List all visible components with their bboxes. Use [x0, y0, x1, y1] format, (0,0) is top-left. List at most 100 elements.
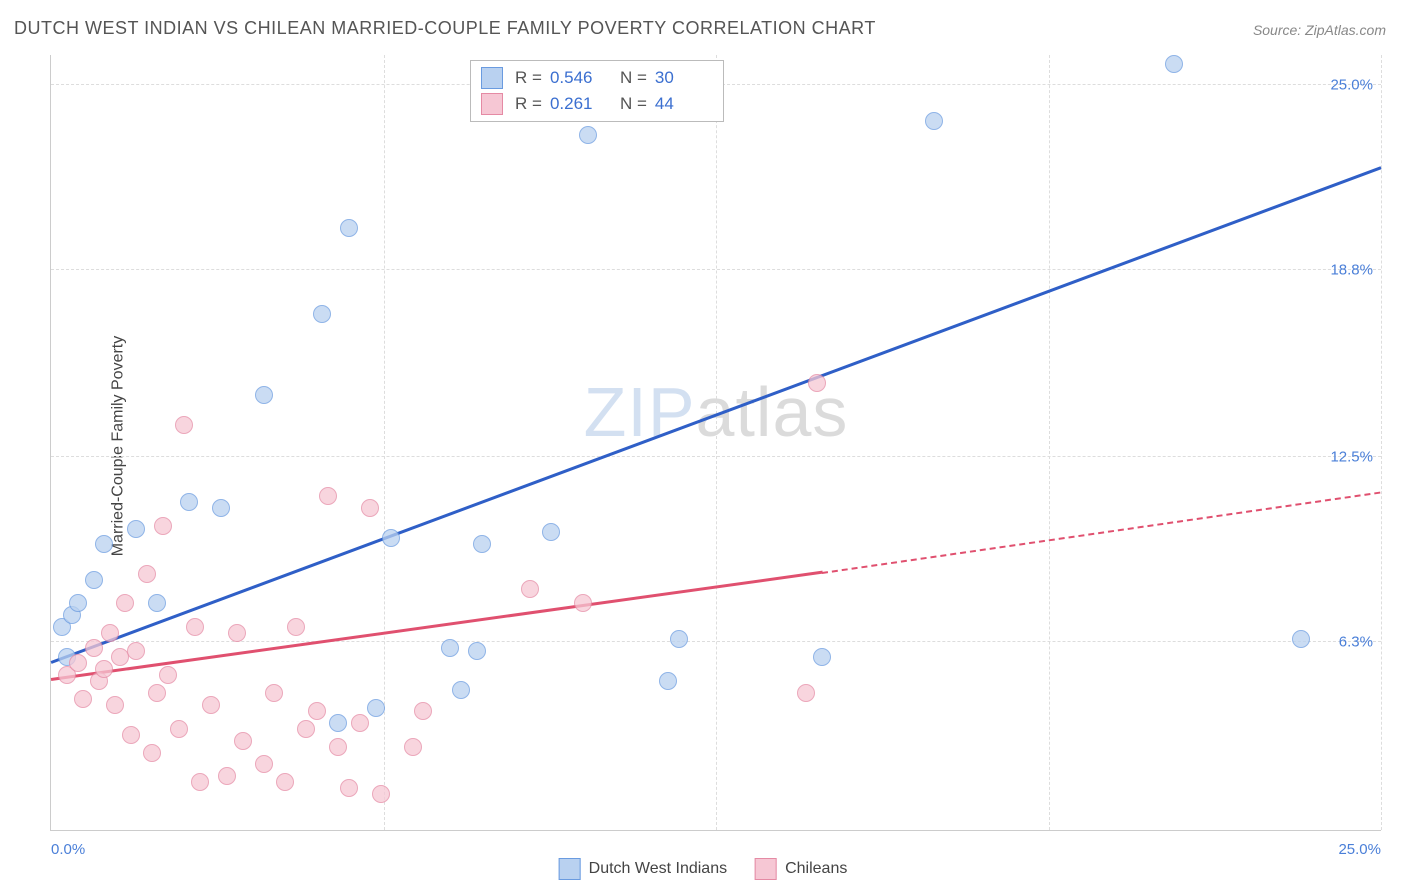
scatter-point — [234, 732, 252, 750]
legend-R-value: 0.546 — [550, 68, 608, 88]
scatter-point — [175, 416, 193, 434]
scatter-point — [106, 696, 124, 714]
scatter-point — [297, 720, 315, 738]
scatter-point — [159, 666, 177, 684]
scatter-point — [414, 702, 432, 720]
scatter-point — [542, 523, 560, 541]
x-tick-label: 0.0% — [51, 841, 85, 858]
scatter-point — [351, 714, 369, 732]
legend-R-value: 0.261 — [550, 94, 608, 114]
legend-series-label: Chileans — [785, 860, 847, 878]
legend-R-label: R = — [515, 68, 542, 88]
scatter-point — [574, 594, 592, 612]
legend-N-value: 44 — [655, 94, 713, 114]
scatter-point — [329, 738, 347, 756]
legend-R-label: R = — [515, 94, 542, 114]
gridline-vertical — [1049, 55, 1050, 830]
scatter-point — [127, 642, 145, 660]
legend-N-value: 30 — [655, 68, 713, 88]
legend-swatch — [481, 67, 503, 89]
scatter-point — [127, 520, 145, 538]
scatter-point — [180, 493, 198, 511]
correlation-legend: R = 0.546 N = 30 R = 0.261 N = 44 — [470, 60, 724, 122]
scatter-point — [308, 702, 326, 720]
scatter-point — [95, 660, 113, 678]
trendline-extrapolated — [822, 491, 1381, 573]
scatter-point — [218, 767, 236, 785]
scatter-point — [228, 624, 246, 642]
scatter-point — [265, 684, 283, 702]
legend-correlation-row: R = 0.546 N = 30 — [481, 65, 713, 91]
y-tick-label: 12.5% — [1330, 449, 1373, 466]
scatter-point — [116, 594, 134, 612]
y-tick-label: 25.0% — [1330, 76, 1373, 93]
y-tick-label: 18.8% — [1330, 261, 1373, 278]
scatter-point — [521, 580, 539, 598]
scatter-point — [441, 639, 459, 657]
scatter-point — [382, 529, 400, 547]
scatter-point — [340, 779, 358, 797]
scatter-point — [212, 499, 230, 517]
gridline-vertical — [384, 55, 385, 830]
scatter-point — [404, 738, 422, 756]
chart-title: DUTCH WEST INDIAN VS CHILEAN MARRIED-COU… — [14, 18, 876, 39]
legend-N-label: N = — [620, 94, 647, 114]
scatter-point — [452, 681, 470, 699]
scatter-point — [329, 714, 347, 732]
scatter-point — [367, 699, 385, 717]
gridline-vertical — [1381, 55, 1382, 830]
scatter-point — [372, 785, 390, 803]
scatter-point — [925, 112, 943, 130]
gridline-vertical — [716, 55, 717, 830]
scatter-point — [85, 639, 103, 657]
scatter-point — [319, 487, 337, 505]
x-tick-label: 25.0% — [1338, 841, 1381, 858]
source-label: Source: ZipAtlas.com — [1253, 22, 1386, 38]
scatter-point — [170, 720, 188, 738]
scatter-point — [69, 654, 87, 672]
scatter-point — [579, 126, 597, 144]
scatter-point — [473, 535, 491, 553]
scatter-point — [148, 594, 166, 612]
scatter-point — [808, 374, 826, 392]
scatter-point — [340, 219, 358, 237]
scatter-point — [138, 565, 156, 583]
scatter-point — [797, 684, 815, 702]
legend-swatch — [559, 858, 581, 880]
legend-correlation-row: R = 0.261 N = 44 — [481, 91, 713, 117]
scatter-point — [670, 630, 688, 648]
scatter-point — [122, 726, 140, 744]
scatter-point — [74, 690, 92, 708]
scatter-point — [191, 773, 209, 791]
legend-swatch — [481, 93, 503, 115]
scatter-point — [85, 571, 103, 589]
scatter-point — [255, 386, 273, 404]
legend-N-label: N = — [620, 68, 647, 88]
scatter-point — [361, 499, 379, 517]
scatter-point — [148, 684, 166, 702]
scatter-point — [143, 744, 161, 762]
scatter-point — [659, 672, 677, 690]
scatter-point — [468, 642, 486, 660]
scatter-point — [101, 624, 119, 642]
scatter-point — [255, 755, 273, 773]
scatter-point — [202, 696, 220, 714]
scatter-point — [69, 594, 87, 612]
y-tick-label: 6.3% — [1339, 634, 1373, 651]
legend-series-label: Dutch West Indians — [589, 860, 727, 878]
legend-series-item: Chileans — [755, 858, 847, 880]
trendline — [51, 571, 823, 681]
legend-series-item: Dutch West Indians — [559, 858, 727, 880]
scatter-point — [95, 535, 113, 553]
scatter-point — [1165, 55, 1183, 73]
scatter-point — [276, 773, 294, 791]
scatter-point — [813, 648, 831, 666]
scatter-point — [186, 618, 204, 636]
legend-swatch — [755, 858, 777, 880]
scatter-point — [287, 618, 305, 636]
series-legend: Dutch West Indians Chileans — [559, 858, 848, 880]
scatter-point — [154, 517, 172, 535]
chart-plot-area: ZIPatlas 6.3%12.5%18.8%25.0%0.0%25.0% — [50, 55, 1381, 831]
scatter-point — [313, 305, 331, 323]
scatter-point — [1292, 630, 1310, 648]
